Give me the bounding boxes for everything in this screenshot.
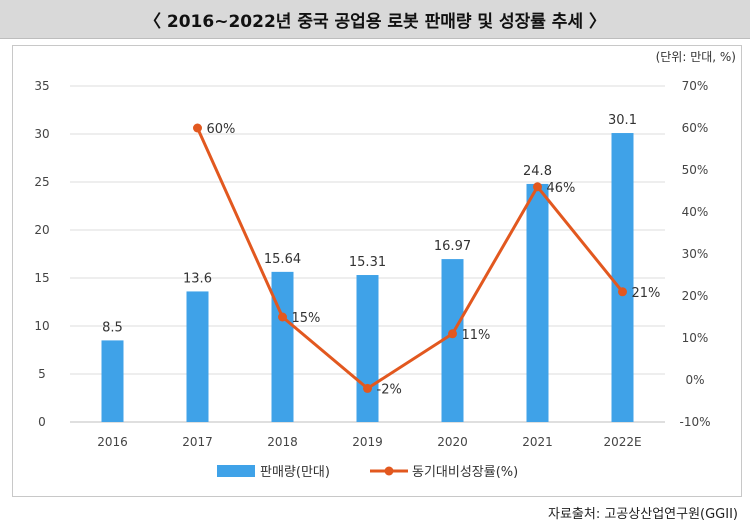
growth-point — [618, 287, 627, 297]
bar — [611, 133, 634, 423]
bar — [271, 271, 294, 422]
growth-point — [193, 123, 202, 133]
right-tick-label: 20% — [682, 289, 709, 303]
bar-value-label: 15.31 — [349, 255, 386, 270]
bar — [356, 275, 379, 422]
growth-point — [278, 312, 287, 322]
x-tick-label: 2021 — [522, 435, 553, 449]
bar-value-label: 24.8 — [523, 164, 552, 179]
right-tick-label: -10% — [679, 415, 710, 429]
bar-value-label: 13.6 — [183, 271, 212, 286]
legend-line-label: 동기대비성장률(%) — [412, 465, 518, 480]
growth-point — [363, 383, 372, 393]
bar — [526, 183, 549, 422]
bar-value-label: 8.5 — [102, 320, 123, 335]
x-tick-label: 2022E — [603, 435, 641, 449]
x-tick-label: 2019 — [352, 435, 383, 449]
growth-value-label: 11% — [462, 328, 491, 343]
left-tick-label: 15 — [34, 271, 49, 285]
title-bar: 〈 2016~2022년 중국 공업용 로봇 판매량 및 성장률 추세 〉 — [0, 0, 750, 39]
left-tick-label: 10 — [34, 319, 49, 333]
right-tick-label: 30% — [682, 247, 709, 261]
chart-title: 〈 2016~2022년 중국 공업용 로봇 판매량 및 성장률 추세 〉 — [143, 11, 607, 32]
growth-value-label: 21% — [632, 286, 661, 301]
growth-value-label: 46% — [547, 181, 576, 196]
bar — [441, 259, 464, 422]
right-tick-label: 40% — [682, 205, 709, 219]
growth-point — [533, 182, 542, 192]
x-tick-label: 2018 — [267, 435, 298, 449]
left-tick-label: 25 — [34, 175, 49, 189]
left-tick-label: 35 — [34, 79, 49, 93]
growth-value-label: 15% — [292, 311, 321, 326]
growth-value-label: 60% — [207, 122, 236, 137]
left-tick-label: 20 — [34, 223, 49, 237]
left-tick-label: 0 — [38, 415, 46, 429]
bar — [186, 291, 209, 422]
right-tick-label: 70% — [682, 79, 709, 93]
right-tick-label: 50% — [682, 163, 709, 177]
right-tick-label: 60% — [682, 121, 709, 135]
bar-value-label: 15.64 — [264, 252, 301, 267]
x-tick-label: 2017 — [182, 435, 213, 449]
growth-line — [196, 127, 624, 390]
right-tick-label: 0% — [685, 373, 704, 387]
unit-note: (단위: 만대, %) — [655, 50, 736, 64]
bar-value-label: 30.1 — [608, 113, 637, 128]
source-note: 자료출처: 고공상산업연구원(GGII) — [548, 507, 738, 522]
legend-bar-label: 판매량(만대) — [260, 465, 330, 480]
growth-point — [448, 329, 457, 339]
left-tick-label: 30 — [34, 127, 49, 141]
legend-line-marker — [384, 466, 394, 476]
right-tick-label: 10% — [682, 331, 709, 345]
x-tick-label: 2020 — [437, 435, 468, 449]
legend-bar-swatch — [217, 465, 255, 477]
x-tick-label: 2016 — [97, 435, 128, 449]
bar-value-label: 16.97 — [434, 239, 471, 254]
left-tick-label: 5 — [38, 367, 46, 381]
bar — [101, 340, 124, 422]
growth-value-label: -2% — [377, 382, 402, 397]
